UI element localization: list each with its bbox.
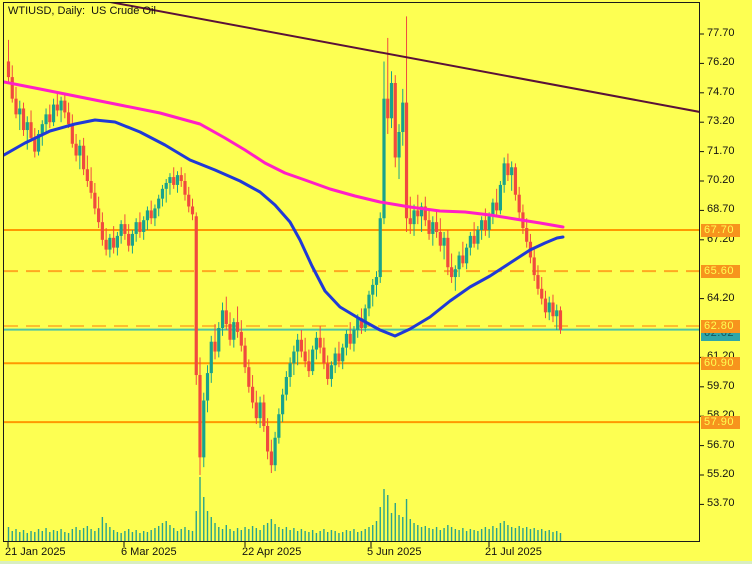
date-tick-label: 22 Apr 2025 (242, 546, 302, 558)
highlighted-price-label: 67.70 (701, 223, 740, 237)
price-tick-label: 70.20 (707, 174, 735, 186)
date-tick-label: 21 Jul 2025 (485, 546, 542, 558)
price-axis-ticks (700, 33, 704, 505)
highlighted-price-label: 65.60 (701, 264, 740, 278)
price-tick-label: 59.70 (707, 379, 735, 392)
price-tick-label: 56.70 (707, 438, 735, 451)
descending-trendline (109, 3, 699, 113)
time-axis-ticks (7, 542, 490, 547)
date-tick-label: 5 Jun 2025 (367, 546, 422, 558)
price-lines (4, 229, 699, 424)
price-tick-label: 68.70 (707, 203, 735, 216)
bid-price-label-text: 62.62 (704, 333, 735, 340)
price-tick-label: 76.20 (707, 56, 735, 69)
window-bottom-edge (0, 561, 752, 564)
candles-layer (6, 16, 563, 475)
chart-frame (3, 2, 700, 542)
volume-bars (7, 477, 562, 541)
highlighted-price-label: 60.90 (701, 356, 740, 370)
slow-ma-magenta (4, 80, 565, 229)
price-tick-label: 53.70 (707, 497, 735, 510)
plot-area[interactable] (4, 2, 700, 541)
price-tick-label: 71.70 (707, 144, 735, 157)
price-tick-label: 64.20 (707, 291, 735, 304)
bid-price-label: 62.62 (701, 333, 740, 342)
price-tick-label: 55.20 (707, 468, 735, 480)
price-tick-label: 73.20 (707, 115, 735, 128)
price-tick-label: 77.70 (707, 27, 735, 39)
date-tick-label: 21 Jan 2025 (5, 546, 66, 558)
fast-ma-blue (4, 118, 565, 338)
highlighted-price-label: 57.90 (701, 415, 740, 429)
chart-symbol-title: WTIUSD, Daily: US Crude Oil (8, 5, 156, 17)
date-tick-label: 6 Mar 2025 (121, 546, 177, 558)
price-tick-label: 74.70 (707, 85, 735, 98)
highlighted-price-label: 62.80 (701, 319, 740, 333)
